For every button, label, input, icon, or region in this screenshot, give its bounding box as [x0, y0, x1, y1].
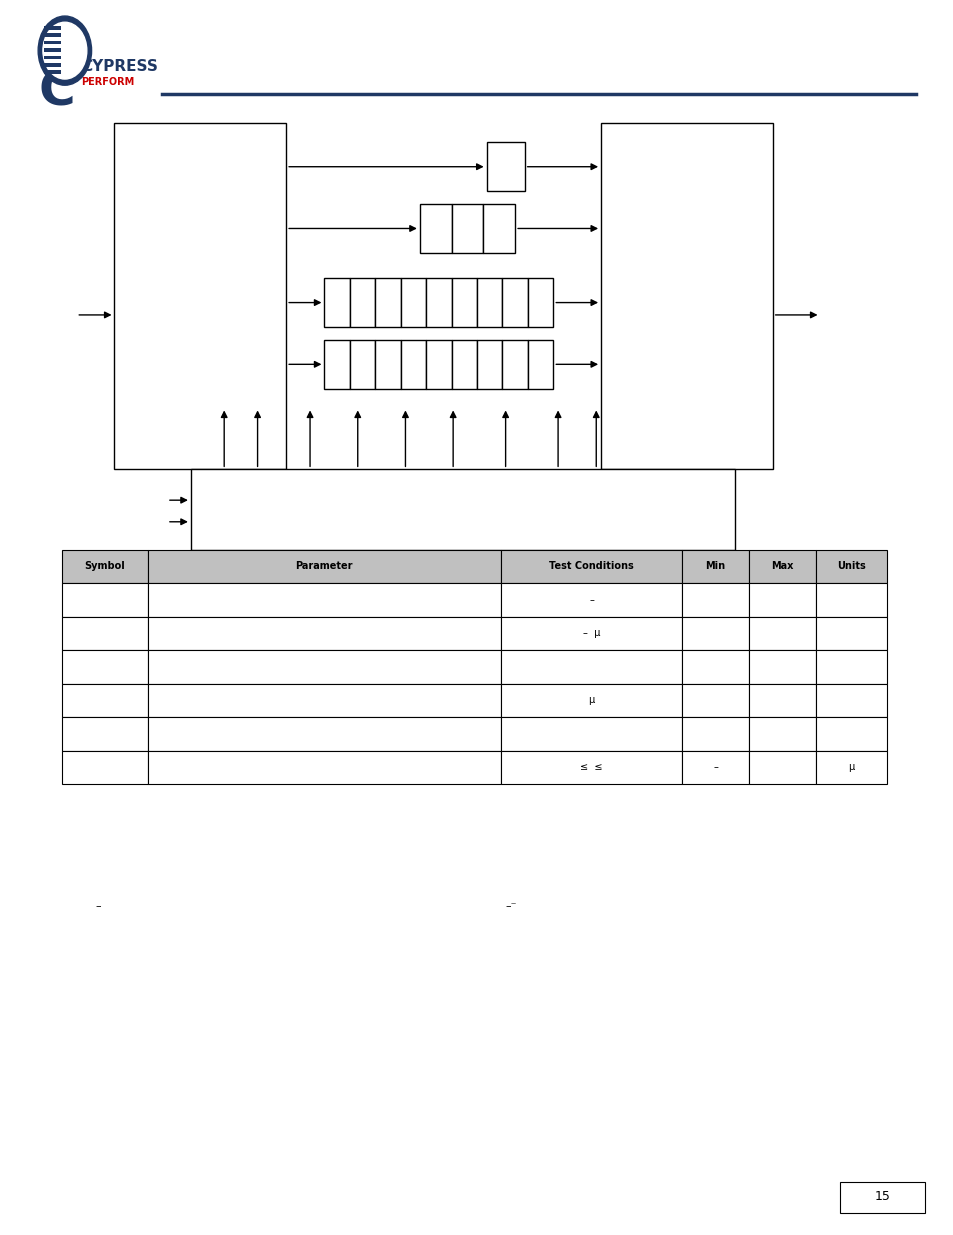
- FancyBboxPatch shape: [44, 70, 61, 74]
- Bar: [148, 718, 500, 751]
- Bar: [681, 751, 748, 784]
- Text: –⁻: –⁻: [505, 902, 517, 911]
- FancyBboxPatch shape: [44, 26, 61, 30]
- Bar: [815, 550, 886, 583]
- Bar: [500, 751, 681, 784]
- Bar: [502, 278, 527, 327]
- Text: –: –: [588, 595, 594, 605]
- Bar: [324, 340, 350, 389]
- Bar: [62, 616, 148, 650]
- Bar: [114, 124, 286, 469]
- Bar: [400, 278, 426, 327]
- Bar: [62, 650, 148, 684]
- Bar: [500, 583, 681, 616]
- Bar: [500, 684, 681, 718]
- Bar: [815, 751, 886, 784]
- Text: Symbol: Symbol: [85, 562, 125, 572]
- FancyBboxPatch shape: [44, 63, 61, 67]
- Bar: [681, 583, 748, 616]
- Text: Max: Max: [770, 562, 793, 572]
- Bar: [62, 718, 148, 751]
- Bar: [191, 469, 734, 550]
- Bar: [815, 650, 886, 684]
- Bar: [426, 278, 451, 327]
- Text: ≤  ≤: ≤ ≤: [579, 762, 602, 772]
- Bar: [600, 124, 772, 469]
- Bar: [62, 751, 148, 784]
- FancyBboxPatch shape: [44, 48, 61, 52]
- Text: μ: μ: [588, 695, 594, 705]
- Text: C: C: [38, 68, 75, 116]
- Bar: [815, 583, 886, 616]
- Bar: [62, 550, 148, 583]
- Bar: [148, 583, 500, 616]
- Bar: [375, 278, 400, 327]
- Bar: [350, 278, 375, 327]
- Text: –  μ: – μ: [582, 629, 599, 638]
- Text: Units: Units: [836, 562, 865, 572]
- Bar: [748, 684, 815, 718]
- Circle shape: [38, 16, 91, 85]
- Bar: [148, 550, 500, 583]
- Bar: [502, 340, 527, 389]
- Bar: [62, 684, 148, 718]
- Bar: [483, 204, 515, 253]
- Bar: [500, 718, 681, 751]
- Bar: [350, 340, 375, 389]
- Bar: [476, 340, 502, 389]
- Text: Parameter: Parameter: [295, 562, 353, 572]
- Bar: [681, 718, 748, 751]
- Bar: [815, 718, 886, 751]
- Bar: [426, 340, 451, 389]
- Text: Min: Min: [704, 562, 725, 572]
- Text: PERFORM: PERFORM: [81, 77, 134, 86]
- Bar: [451, 278, 476, 327]
- FancyBboxPatch shape: [44, 41, 61, 44]
- Bar: [500, 550, 681, 583]
- FancyBboxPatch shape: [44, 56, 61, 59]
- Bar: [476, 278, 502, 327]
- Bar: [148, 751, 500, 784]
- Bar: [748, 583, 815, 616]
- Bar: [839, 1182, 924, 1213]
- Bar: [748, 718, 815, 751]
- Text: μ: μ: [847, 762, 854, 772]
- Bar: [681, 550, 748, 583]
- Bar: [148, 684, 500, 718]
- Bar: [815, 684, 886, 718]
- Text: –: –: [712, 762, 718, 772]
- Bar: [748, 550, 815, 583]
- Bar: [324, 278, 350, 327]
- Bar: [748, 751, 815, 784]
- Bar: [62, 583, 148, 616]
- Bar: [681, 684, 748, 718]
- Bar: [815, 616, 886, 650]
- Bar: [400, 340, 426, 389]
- Bar: [375, 340, 400, 389]
- Bar: [500, 650, 681, 684]
- Bar: [748, 616, 815, 650]
- Bar: [451, 340, 476, 389]
- Bar: [748, 650, 815, 684]
- Bar: [681, 616, 748, 650]
- Text: Test Conditions: Test Conditions: [549, 562, 633, 572]
- Circle shape: [43, 22, 87, 79]
- Bar: [148, 616, 500, 650]
- Bar: [681, 650, 748, 684]
- Text: –: –: [95, 902, 101, 911]
- Bar: [451, 204, 483, 253]
- Bar: [419, 204, 451, 253]
- Text: CYPRESS: CYPRESS: [81, 59, 158, 74]
- Bar: [500, 616, 681, 650]
- Bar: [527, 340, 553, 389]
- FancyBboxPatch shape: [44, 33, 61, 37]
- Bar: [148, 650, 500, 684]
- Bar: [486, 142, 524, 191]
- Text: 15: 15: [874, 1191, 889, 1203]
- Bar: [527, 278, 553, 327]
